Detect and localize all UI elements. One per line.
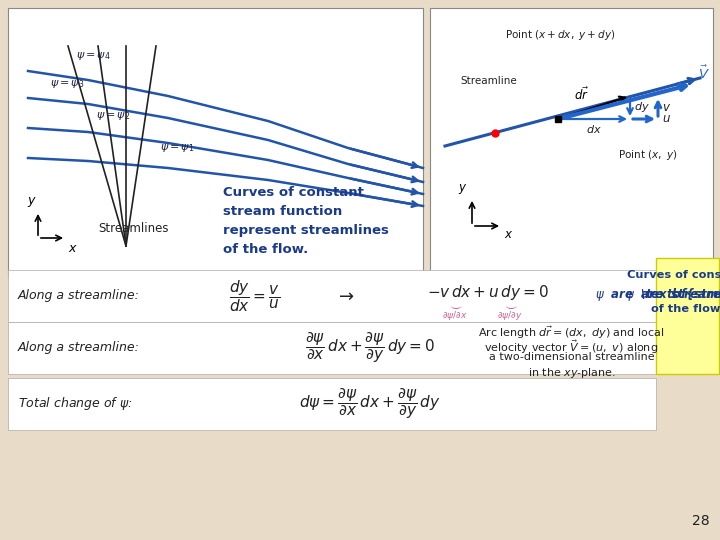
Text: Arc length $d\vec{r} = (dx,\ dy)$ and local: Arc length $d\vec{r} = (dx,\ dy)$ and lo…	[478, 324, 665, 341]
Text: $v$: $v$	[662, 101, 671, 114]
Text: $\psi = \psi_1$: $\psi = \psi_1$	[160, 142, 194, 154]
Text: Total change of $\psi$:: Total change of $\psi$:	[18, 395, 132, 413]
Text: $dy$: $dy$	[634, 100, 649, 114]
Text: of the flow.: of the flow.	[651, 304, 720, 314]
Text: $x$: $x$	[504, 228, 513, 241]
Text: Point $(x,\ y)$: Point $(x,\ y)$	[618, 148, 678, 162]
Text: velocity vector $\vec{V} = (u,\ v)$ along: velocity vector $\vec{V} = (u,\ v)$ alon…	[485, 338, 659, 356]
Text: $x$: $x$	[68, 242, 78, 255]
Text: $d\vec{r}$: $d\vec{r}$	[574, 86, 589, 103]
Text: $dx$: $dx$	[586, 123, 602, 135]
Bar	[8, 270, 656, 322]
Text: $\psi$  are  \textbf{streamlines}: $\psi$ are \textbf{streamlines}	[595, 286, 720, 303]
Text: in the $xy$-plane.: in the $xy$-plane.	[528, 366, 616, 380]
Text: $\dfrac{\partial\psi}{\partial x}\,dx + \dfrac{\partial\psi}{\partial y}\,dy = 0: $\dfrac{\partial\psi}{\partial x}\,dx + …	[305, 330, 435, 366]
Text: Curves of constant
stream function
represent streamlines
of the flow.: Curves of constant stream function repre…	[223, 186, 389, 256]
Text: $\psi$  are  streamlines: $\psi$ are streamlines	[625, 286, 720, 303]
Text: Along a streamline:: Along a streamline:	[18, 341, 140, 354]
Text: Curves of constant: Curves of constant	[627, 270, 720, 280]
Text: $\partial\psi/\partial x$: $\partial\psi/\partial x$	[442, 309, 468, 322]
Text: Streamline: Streamline	[460, 76, 517, 86]
Bar	[8, 8, 423, 276]
Text: $y$: $y$	[27, 195, 37, 209]
Text: $u$: $u$	[662, 112, 671, 125]
FancyBboxPatch shape	[656, 258, 719, 374]
Text: $\smile$: $\smile$	[446, 300, 463, 313]
Text: $\vec{V}$: $\vec{V}$	[698, 65, 710, 82]
Text: Along a streamline:: Along a streamline:	[18, 289, 140, 302]
Text: $d\psi = \dfrac{\partial\psi}{\partial x}\,dx + \dfrac{\partial\psi}{\partial y}: $d\psi = \dfrac{\partial\psi}{\partial x…	[300, 387, 441, 421]
Text: Point $(x + dx,\ y + dy)$: Point $(x + dx,\ y + dy)$	[505, 28, 615, 42]
Text: $\psi = \psi_4$: $\psi = \psi_4$	[76, 50, 111, 62]
Text: $\psi = \psi_3$: $\psi = \psi_3$	[50, 78, 84, 90]
Text: Streamlines: Streamlines	[98, 221, 168, 234]
Text: $-v\,dx + u\,dy = 0$: $-v\,dx + u\,dy = 0$	[427, 282, 549, 301]
Text: 28: 28	[693, 514, 710, 528]
Text: $\smile$: $\smile$	[502, 300, 518, 313]
Text: $\partial\psi/\partial y$: $\partial\psi/\partial y$	[497, 309, 523, 322]
Text: $y$: $y$	[458, 182, 467, 196]
Bar	[8, 322, 656, 374]
Text: $\dfrac{dy}{dx} = \dfrac{v}{u}$: $\dfrac{dy}{dx} = \dfrac{v}{u}$	[230, 278, 281, 314]
Text: $\psi = \psi_2$: $\psi = \psi_2$	[96, 110, 130, 122]
Text: a two-dimensional streamline: a two-dimensional streamline	[489, 352, 654, 362]
Bar	[8, 378, 656, 430]
Bar	[430, 8, 713, 316]
Text: $\rightarrow$: $\rightarrow$	[336, 287, 355, 305]
